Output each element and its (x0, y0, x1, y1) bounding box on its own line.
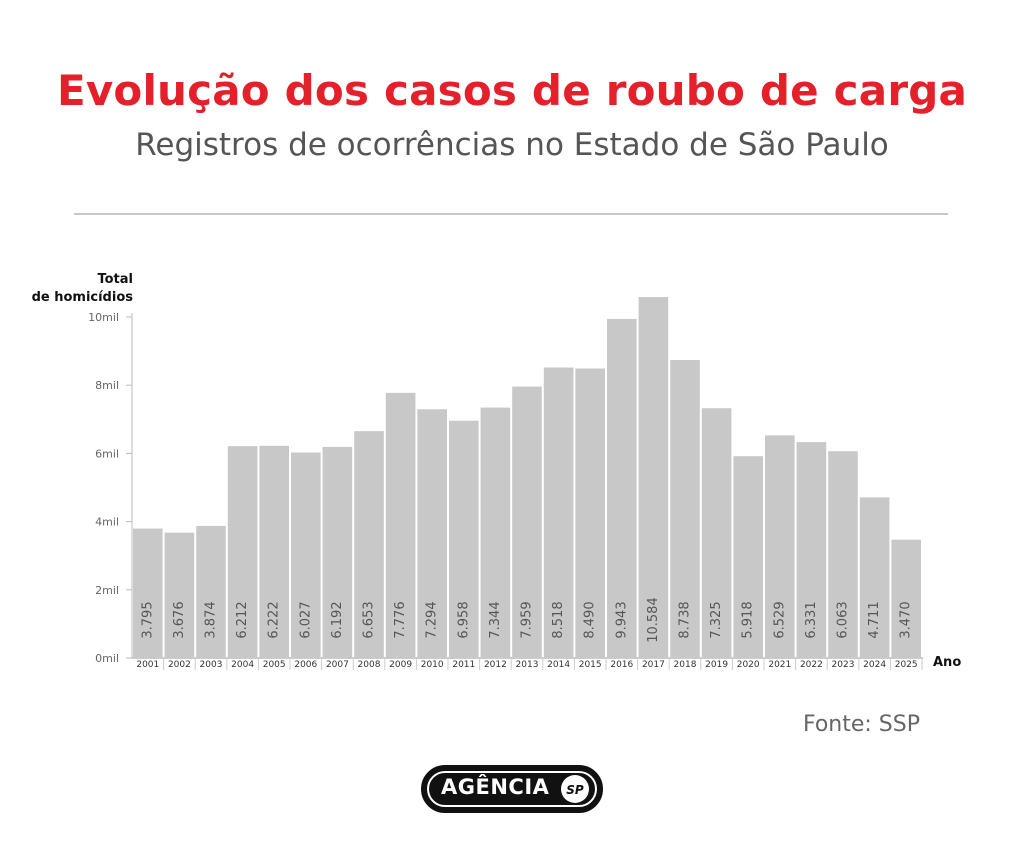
x-tick-label: 2009 (389, 660, 412, 670)
x-tick-label: 2024 (863, 660, 886, 670)
bar (765, 435, 795, 658)
bar-value-label: 7.344 (488, 601, 503, 638)
bar (417, 409, 447, 658)
x-tick-label: 2007 (326, 660, 349, 670)
bar-value-label: 3.676 (172, 601, 187, 638)
bar (828, 451, 858, 658)
bar-value-label: 3.470 (899, 601, 914, 638)
logo-badge-text: SP (566, 783, 584, 797)
x-tick-label: 2020 (737, 660, 760, 670)
y-tick-label: 0mil (95, 652, 119, 665)
bar (575, 368, 605, 658)
bar-value-label: 7.294 (425, 601, 440, 638)
x-tick-label: 2016 (610, 660, 633, 670)
x-tick-label: 2003 (200, 660, 223, 670)
x-tick-label: 2023 (832, 660, 855, 670)
bar (385, 392, 416, 658)
x-tick-label: 2022 (800, 660, 823, 670)
y-tick-label: 4mil (95, 516, 119, 529)
x-tick-label: 2014 (547, 660, 570, 670)
bar-value-label: 3.874 (204, 601, 219, 638)
bar (796, 442, 827, 658)
chart-subtitle: Registros de ocorrências no Estado de Sã… (135, 127, 889, 163)
chart-title: Evolução dos casos de roubo de carga (56, 66, 968, 115)
bar (133, 528, 163, 658)
bar-value-label: 5.918 (741, 601, 756, 638)
x-tick-label: 2021 (768, 660, 791, 670)
x-tick-label: 2001 (136, 660, 159, 670)
logo-text: AGÊNCIA (441, 775, 550, 799)
bar-value-label: 7.776 (393, 601, 408, 638)
bar-value-label: 8.490 (583, 601, 598, 638)
bar-value-label: 6.027 (298, 601, 313, 638)
bar-value-label: 10.584 (646, 597, 661, 643)
x-tick-label: 2025 (895, 660, 918, 670)
bar-value-label: 6.063 (836, 601, 851, 638)
agencia-sp-logo: AGÊNCIA SP (421, 765, 603, 813)
y-tick-label: 8mil (95, 379, 119, 392)
y-tick-label: 10mil (88, 311, 119, 324)
x-tick-label: 2018 (674, 660, 697, 670)
divider (74, 213, 948, 215)
bar-value-label: 8.738 (678, 601, 693, 638)
bar (891, 539, 921, 658)
x-tick-label: 2005 (263, 660, 286, 670)
y-tick-label: 2mil (95, 584, 119, 597)
bar-value-label: 4.711 (867, 601, 882, 638)
x-tick-label: 2004 (231, 660, 254, 670)
y-axis-title: de homicídios (32, 290, 134, 305)
x-tick-label: 2019 (705, 660, 728, 670)
bar-value-label: 6.331 (804, 601, 819, 638)
bar-value-label: 7.959 (520, 601, 535, 638)
bar (670, 360, 700, 658)
x-tick-label: 2012 (484, 660, 507, 670)
bar (480, 407, 511, 658)
logo-frame (427, 771, 597, 807)
bar (859, 497, 890, 658)
x-tick-label: 2008 (358, 660, 381, 670)
bar (164, 532, 195, 658)
bar (354, 431, 384, 658)
bar (638, 297, 669, 658)
bar (512, 386, 542, 658)
bar-value-label: 3.795 (140, 601, 155, 638)
bar (543, 367, 574, 658)
logo-badge-icon: SP (561, 775, 589, 803)
x-tick-label: 2015 (579, 660, 602, 670)
bar-value-label: 6.958 (456, 601, 471, 638)
source-note: Fonte: SSP (802, 712, 920, 737)
bar (322, 446, 353, 658)
x-tick-label: 2017 (642, 660, 665, 670)
bar-value-label: 8.518 (551, 601, 566, 638)
bar-value-label: 6.529 (772, 601, 787, 638)
bar (196, 525, 226, 658)
x-tick-label: 2010 (421, 660, 444, 670)
bar (701, 408, 732, 658)
bar-chart: Total de homicídios 0mil 2mil 4mil 6mil 8mil 10… (32, 272, 961, 670)
x-tick-label: 2002 (168, 660, 191, 670)
bar-value-label: 6.653 (362, 601, 377, 638)
bar-value-label: 7.325 (709, 601, 724, 638)
bar (733, 456, 763, 658)
bar-value-label: 6.212 (235, 601, 250, 638)
x-tick-label: 2011 (452, 660, 475, 670)
x-tick-label: 2013 (516, 660, 539, 670)
bar (259, 445, 289, 658)
bar-value-label: 9.943 (614, 601, 629, 638)
x-tick-label: 2006 (294, 660, 317, 670)
bar-value-label: 6.192 (330, 601, 345, 638)
bar-value-label: 6.222 (267, 601, 282, 638)
bar (227, 446, 258, 658)
bar (449, 420, 479, 658)
bar (607, 318, 637, 658)
y-tick-label: 6mil (95, 447, 119, 460)
bar (291, 452, 321, 658)
y-axis-title: Total (97, 272, 133, 287)
x-axis-title: Ano (933, 655, 961, 670)
